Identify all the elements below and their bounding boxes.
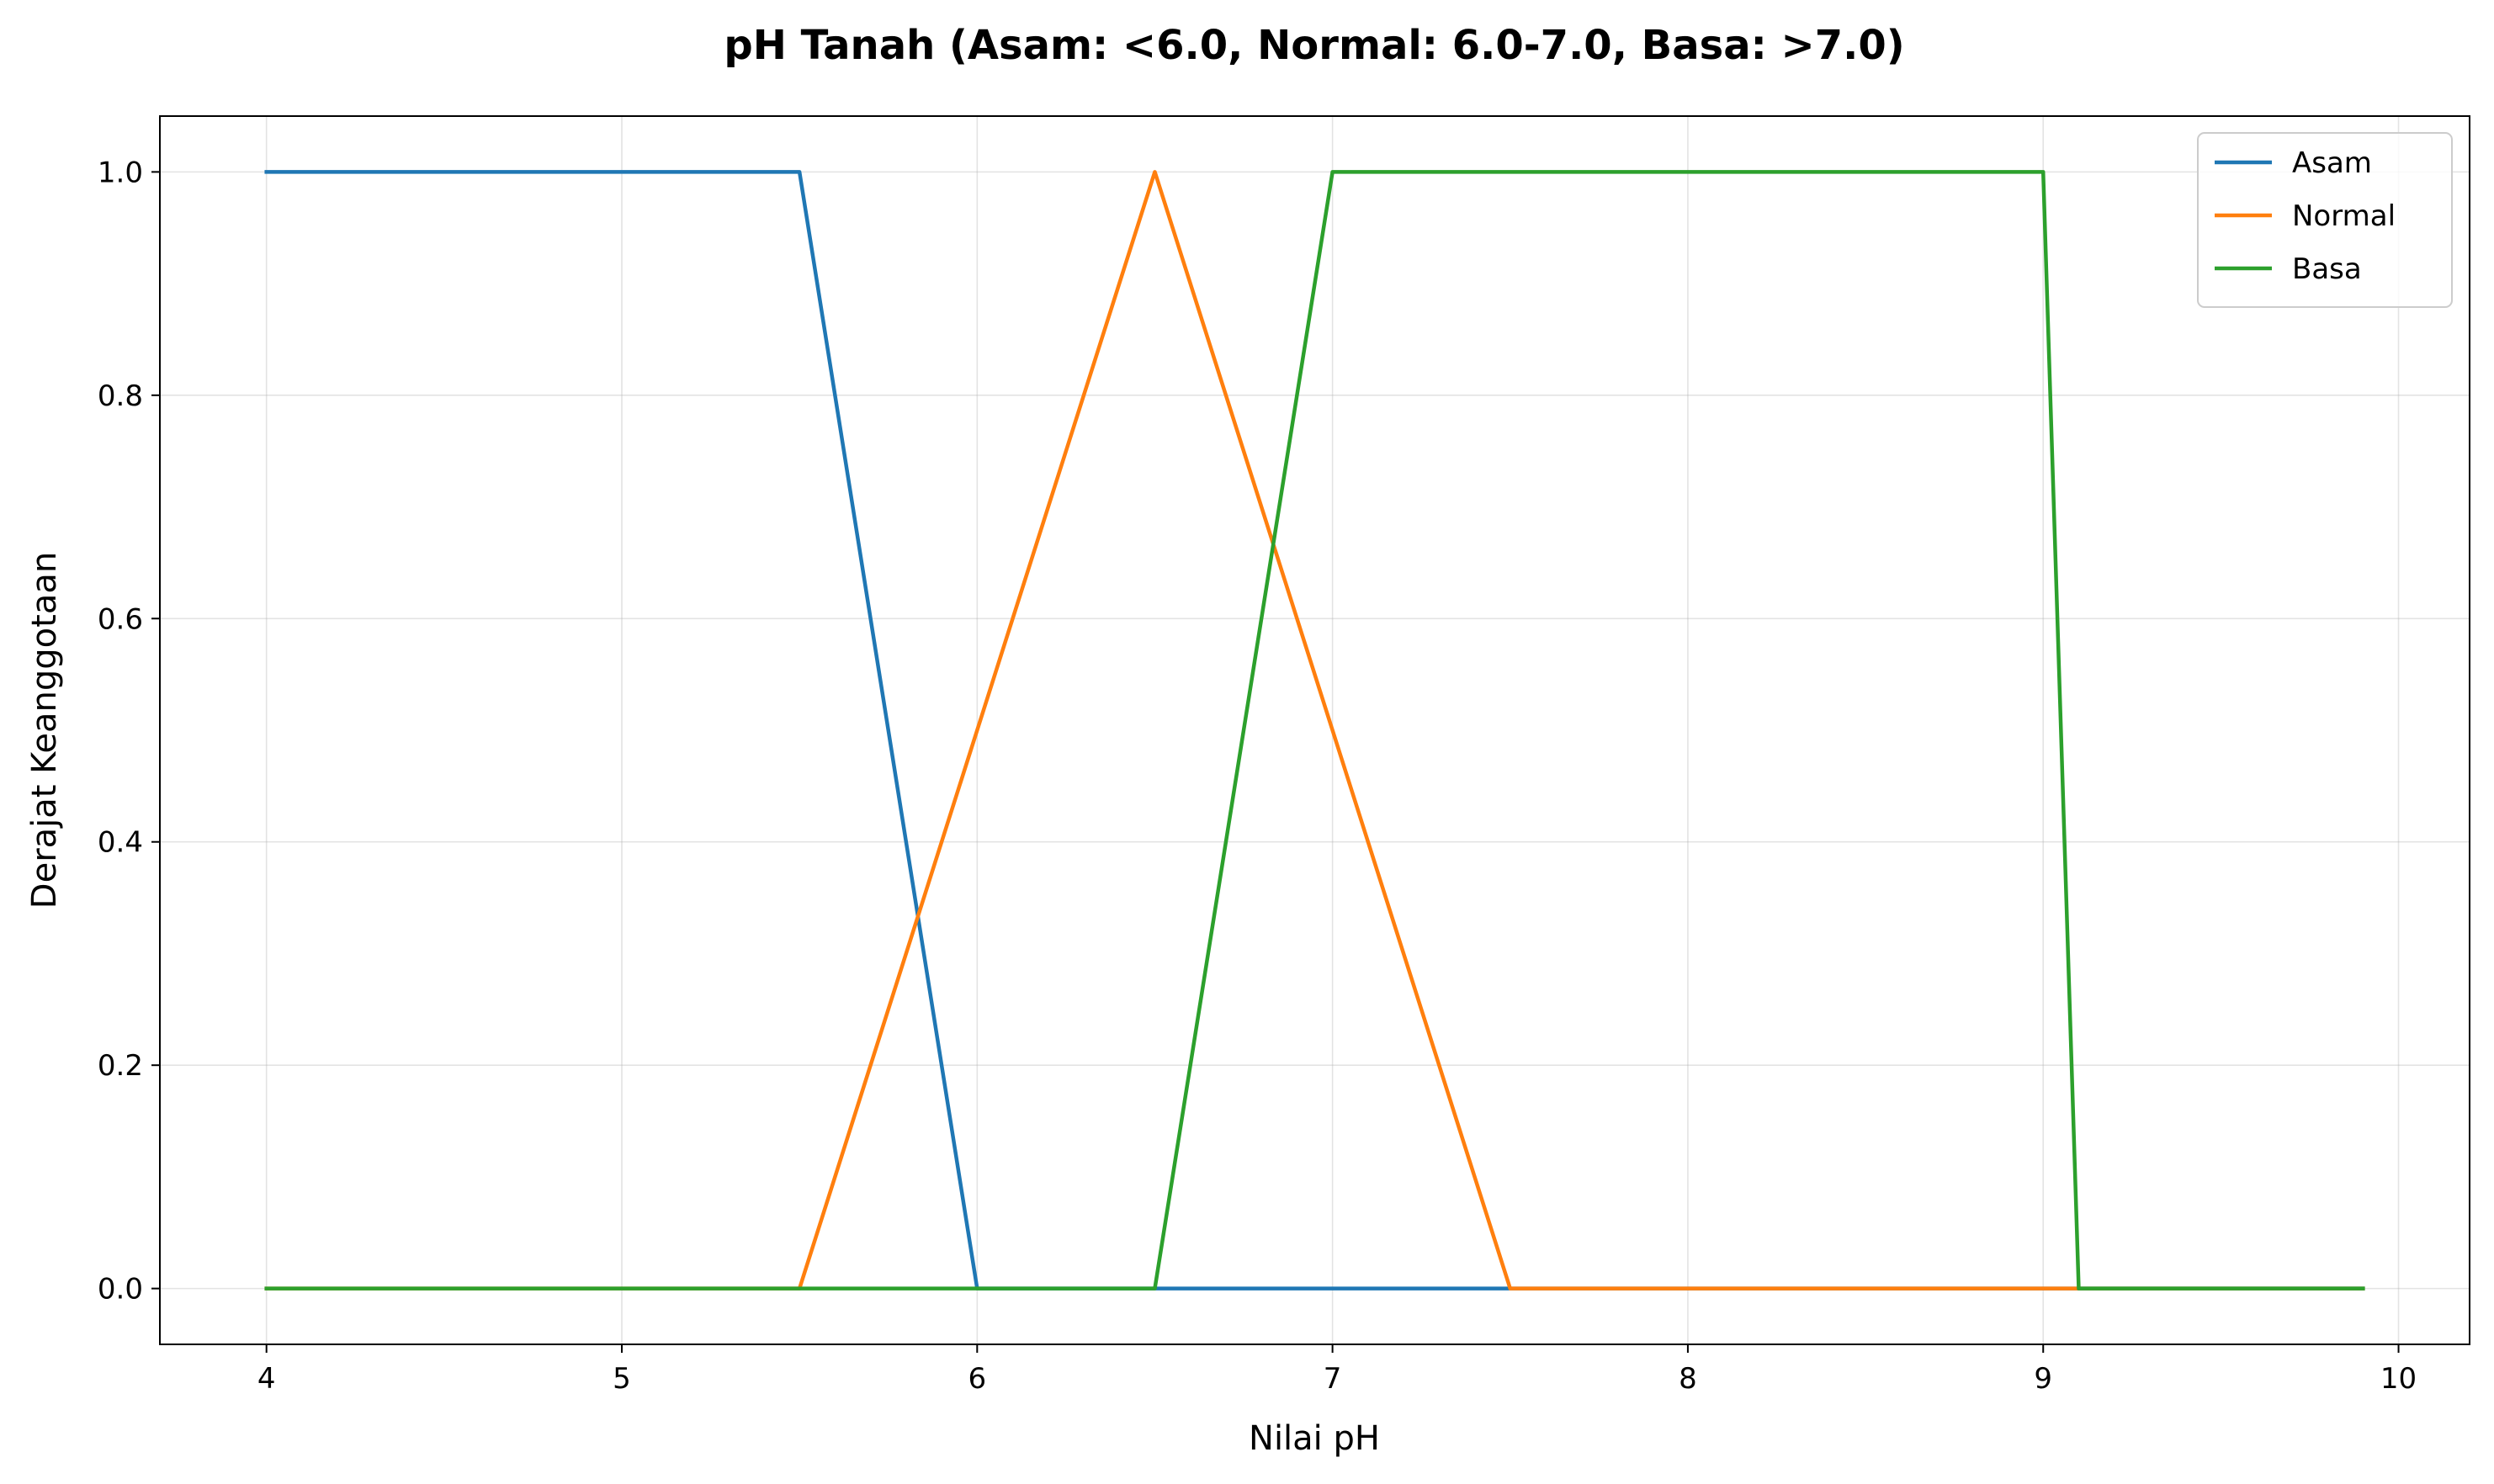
y-axis-label: Derajat Keanggotaan <box>25 552 64 909</box>
x-tick-label: 5 <box>613 1362 631 1396</box>
grid-layer <box>160 116 2470 1344</box>
y-tick-label: 0.8 <box>98 379 143 413</box>
y-tick-label: 1.0 <box>98 156 143 189</box>
x-tick-label: 4 <box>257 1362 276 1396</box>
x-tick-label: 10 <box>2380 1362 2417 1396</box>
y-tick-label: 0.4 <box>98 826 143 860</box>
legend-label-normal: Normal <box>2292 199 2396 233</box>
series-line-basa <box>264 170 2365 1291</box>
chart-title: pH Tanah (Asam: <6.0, Normal: 6.0-7.0, B… <box>724 22 1904 69</box>
tick-layer: 4 5 6 7 8 9 10 0.0 0.2 0.4 0.6 0.8 1.0 <box>98 156 2417 1396</box>
x-axis-label: Nilai pH <box>1249 1419 1380 1458</box>
legend: Asam Normal Basa <box>2197 132 2453 308</box>
legend-label-asam: Asam <box>2292 146 2372 180</box>
x-tick-label: 7 <box>1324 1362 1342 1396</box>
x-tick-label: 9 <box>2034 1362 2052 1396</box>
x-tick-label: 6 <box>968 1362 986 1396</box>
series-layer <box>264 170 2365 1291</box>
x-tick-label: 8 <box>1679 1362 1697 1396</box>
y-tick-label: 0.6 <box>98 602 143 636</box>
plot-frame <box>159 115 2470 1345</box>
legend-box <box>2197 132 2453 308</box>
legend-label-basa: Basa <box>2292 252 2362 286</box>
y-tick-label: 0.2 <box>98 1049 143 1083</box>
y-tick-label: 0.0 <box>98 1273 143 1306</box>
